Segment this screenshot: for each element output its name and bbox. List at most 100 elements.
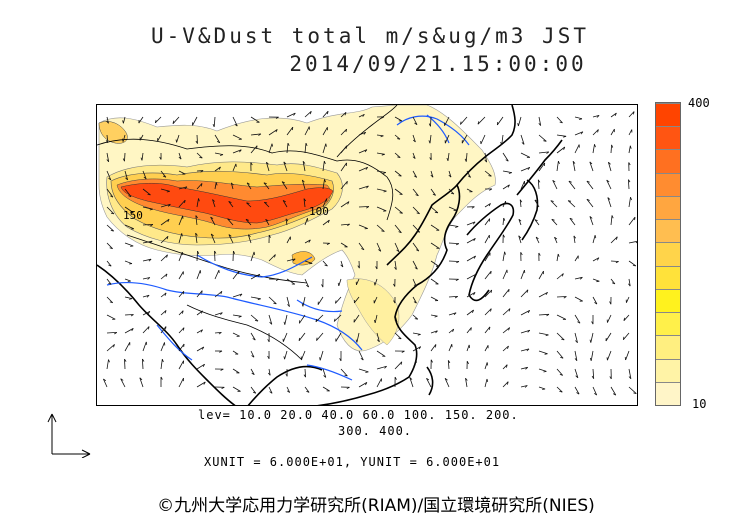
wind-vector-head bbox=[292, 258, 296, 262]
wind-vector-head bbox=[611, 282, 616, 285]
wind-vector bbox=[268, 129, 278, 136]
wind-vector bbox=[142, 224, 153, 226]
wind-vector bbox=[106, 260, 112, 267]
wind-vector-head bbox=[228, 234, 232, 237]
colorbar-band bbox=[656, 312, 680, 336]
wind-vector-head bbox=[139, 377, 143, 381]
wind-vector bbox=[142, 277, 150, 280]
wind-vector-head bbox=[108, 264, 112, 267]
wind-vector bbox=[139, 134, 144, 141]
wind-vector bbox=[301, 179, 306, 190]
wind-vector-head bbox=[122, 158, 125, 162]
wind-vector-head bbox=[575, 340, 578, 343]
wind-vector-head bbox=[446, 157, 449, 161]
wind-vector-head bbox=[146, 294, 150, 298]
wind-vector bbox=[520, 348, 530, 352]
wind-vector-head bbox=[623, 317, 625, 321]
wind-vector bbox=[172, 116, 180, 124]
wind-vector-head bbox=[596, 280, 600, 283]
wind-vector-head bbox=[264, 201, 268, 204]
dust-map-svg: 150 100 bbox=[97, 105, 637, 405]
wind-vector-head bbox=[238, 271, 240, 275]
wind-vector bbox=[178, 233, 183, 244]
wind-vector bbox=[196, 170, 204, 172]
wind-vector-head bbox=[130, 314, 134, 317]
wind-vector-head bbox=[418, 346, 422, 350]
wind-vector bbox=[106, 224, 114, 232]
wind-vector-head bbox=[609, 376, 612, 380]
wind-vector bbox=[606, 179, 612, 190]
wind-vector-head bbox=[473, 255, 476, 259]
wind-vector bbox=[322, 368, 327, 378]
wind-vector-head bbox=[219, 350, 223, 353]
wind-vector-head bbox=[563, 146, 566, 150]
wind-vector bbox=[142, 258, 152, 262]
wind-vector bbox=[607, 350, 612, 361]
wind-vector bbox=[592, 296, 598, 305]
wind-vector bbox=[106, 170, 112, 181]
wind-vector bbox=[409, 377, 414, 388]
colorbar-band bbox=[656, 195, 680, 220]
wind-vector-head bbox=[444, 377, 448, 381]
wind-vector-head bbox=[286, 390, 290, 393]
wind-vector bbox=[286, 296, 290, 307]
wind-vector-head bbox=[148, 326, 150, 330]
wind-vector bbox=[264, 201, 270, 208]
wind-vector-head bbox=[269, 321, 273, 325]
wind-vector bbox=[448, 242, 459, 244]
wind-vector-head bbox=[401, 350, 405, 353]
wind-vector bbox=[448, 344, 453, 352]
wind-vector-head bbox=[221, 386, 225, 389]
wind-vector bbox=[538, 313, 550, 316]
wind-vector bbox=[265, 219, 270, 226]
wind-vector-head bbox=[589, 161, 593, 165]
wind-vector bbox=[538, 134, 547, 142]
wind-vector-head bbox=[197, 250, 200, 254]
wind-vector-head bbox=[256, 145, 258, 149]
wind-vector bbox=[484, 234, 490, 244]
wind-vector bbox=[484, 270, 492, 280]
wind-vector-head bbox=[552, 179, 556, 183]
wind-vector-head bbox=[383, 190, 387, 193]
wind-vector bbox=[106, 314, 116, 320]
wind-vector-head bbox=[409, 377, 413, 380]
wind-vector-head bbox=[103, 378, 107, 382]
wind-vector-head bbox=[161, 359, 164, 363]
wind-vector bbox=[266, 162, 270, 172]
wind-vector-head bbox=[455, 226, 459, 228]
wind-vector bbox=[592, 278, 600, 282]
wind-vector bbox=[301, 350, 306, 360]
wind-vector bbox=[520, 152, 531, 158]
wind-vector bbox=[178, 343, 185, 352]
wind-vector-head bbox=[164, 292, 167, 296]
wind-vector bbox=[376, 152, 385, 155]
wind-vector-head bbox=[335, 300, 337, 304]
wind-vector bbox=[160, 203, 171, 208]
wind-vector bbox=[520, 181, 525, 190]
wind-vector bbox=[412, 188, 419, 196]
wind-vector bbox=[520, 167, 530, 172]
wind-vector bbox=[212, 199, 216, 208]
wind-vector-head bbox=[269, 391, 273, 394]
wind-vector-head bbox=[324, 264, 328, 267]
wind-vector bbox=[394, 170, 402, 177]
wind-vector-head bbox=[285, 218, 289, 222]
wind-vector-head bbox=[149, 240, 153, 244]
wind-vector-head bbox=[250, 162, 253, 166]
wind-vector bbox=[160, 273, 168, 280]
wind-vector-head bbox=[574, 358, 578, 361]
wind-vector bbox=[520, 289, 529, 298]
wind-vector bbox=[214, 182, 217, 190]
wind-vector bbox=[304, 260, 313, 264]
wind-vector bbox=[412, 242, 420, 252]
wind-vector-head bbox=[579, 277, 583, 280]
wind-vector-head bbox=[416, 212, 420, 215]
wind-vector bbox=[192, 116, 198, 126]
wind-vector-head bbox=[347, 201, 350, 205]
wind-vector bbox=[142, 240, 153, 244]
wind-vector bbox=[196, 310, 203, 316]
wind-vector-head bbox=[108, 359, 110, 363]
wind-vector bbox=[484, 170, 492, 177]
wind-vector-head bbox=[275, 129, 278, 133]
wind-vector bbox=[628, 179, 630, 190]
